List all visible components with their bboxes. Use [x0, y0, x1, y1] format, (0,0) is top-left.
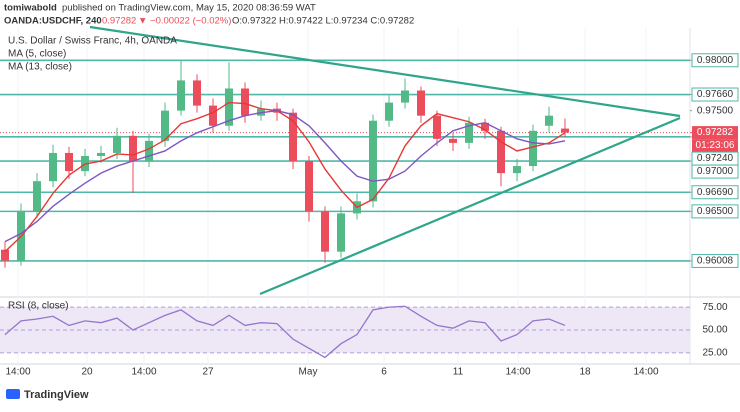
- candle-body: [33, 181, 41, 212]
- candle-body: [225, 88, 233, 126]
- candle-body: [449, 138, 457, 143]
- y-tick-label: 0.96008: [697, 256, 734, 267]
- logo-text: TradingView: [24, 389, 89, 401]
- rsi-legend: RSI (8, close): [8, 301, 69, 312]
- candle-body: [465, 122, 473, 143]
- x-tick-label: 14:00: [131, 367, 156, 378]
- y-tick-label: 0.97500: [697, 105, 734, 116]
- published: published on TradingView.com, May 15, 20…: [62, 3, 316, 14]
- candle-body: [177, 80, 185, 111]
- x-tick-label: 20: [81, 367, 93, 378]
- x-tick-label: 18: [579, 367, 591, 378]
- candle-body: [433, 115, 441, 139]
- logo-icon: [6, 389, 20, 399]
- candle-body: [369, 120, 377, 202]
- last-price-box: [692, 126, 738, 140]
- candle-body: [145, 140, 153, 162]
- last-price-label: 0.97282: [697, 127, 734, 138]
- author: tomiwabold: [4, 3, 57, 14]
- header-change: ▼ −0.00022 (−0.02%): [138, 16, 231, 27]
- candle-body: [289, 112, 297, 162]
- candle-body: [385, 102, 393, 121]
- candle-body: [97, 152, 105, 156]
- symbol: OANDA:USDCHF, 240: [4, 16, 102, 27]
- y-tick-label: 0.96690: [697, 187, 734, 198]
- candle-body: [129, 135, 137, 162]
- candle-body: [417, 90, 425, 116]
- rsi-tick-label: 50.00: [702, 325, 727, 336]
- candle-body: [497, 130, 505, 174]
- x-tick-label: 14:00: [633, 367, 658, 378]
- y-tick-label: 0.97660: [697, 89, 734, 100]
- legend-entry: MA (5, close): [8, 49, 66, 60]
- candle-body: [481, 122, 489, 131]
- y-tick-label: 0.96500: [697, 206, 734, 217]
- legend-entry: MA (13, close): [8, 62, 72, 73]
- legend-title: U.S. Dollar / Swiss Franc, 4h, OANDA: [8, 36, 177, 47]
- x-tick-label: 11: [453, 367, 464, 378]
- x-tick-label: 6: [381, 367, 387, 378]
- countdown-box: [692, 139, 738, 153]
- candle-body: [113, 135, 121, 153]
- candle-body: [337, 213, 345, 252]
- x-tick-label: May: [299, 367, 318, 378]
- candle-body: [161, 110, 169, 141]
- candle-body: [193, 80, 201, 106]
- y-tick-label: 0.98000: [697, 55, 734, 66]
- y-tick-label: 0.97000: [697, 166, 734, 177]
- candle-body: [561, 128, 569, 133]
- candle-body: [241, 88, 249, 116]
- ma-line: [4, 101, 566, 253]
- x-tick-label: 14:00: [505, 367, 530, 378]
- rsi-tick-label: 75.00: [702, 302, 727, 313]
- trendline-upper: [89, 25, 681, 118]
- x-tick-label: 27: [202, 367, 214, 378]
- countdown-label: 01:23:06: [696, 140, 735, 151]
- rsi-line: [4, 305, 566, 359]
- header-ohlc: O:0.97322 H:0.97422 L:0.97234 C:0.97282: [232, 16, 414, 27]
- candle-body: [1, 249, 9, 261]
- candle-body: [321, 211, 329, 252]
- candle-body: [401, 90, 409, 103]
- y-tick-label: 0.97240: [697, 153, 734, 164]
- trendline-lower: [259, 116, 681, 296]
- logo: TradingView: [6, 389, 89, 401]
- rsi-tick-label: 25.00: [702, 347, 727, 358]
- candle-body: [305, 161, 313, 212]
- candle-body: [65, 152, 73, 172]
- candle-body: [49, 152, 57, 182]
- ma-line: [4, 109, 566, 243]
- header-price: 0.97282: [102, 16, 136, 27]
- level-label-box: [691, 164, 739, 179]
- candle-body: [545, 115, 553, 126]
- plot: 14:00 20 14:00 27 May 6 11 14:00 18 14:00 75.00 50.…: [0, 28, 739, 378]
- x-tick-label: 14:00: [5, 367, 30, 378]
- candle-body: [513, 166, 521, 174]
- candle-body: [209, 105, 217, 126]
- candle-body: [529, 130, 537, 167]
